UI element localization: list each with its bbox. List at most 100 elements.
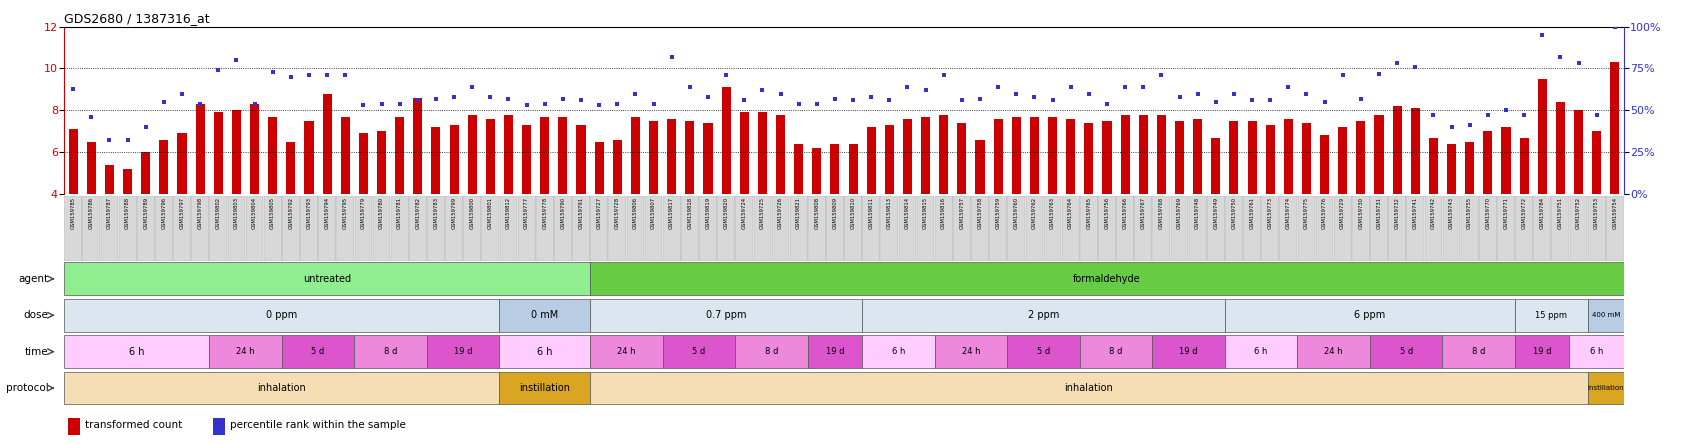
Bar: [68, 417, 79, 435]
Bar: [613, 139, 621, 194]
Bar: [155, 196, 172, 261]
Bar: [142, 152, 150, 194]
Bar: [427, 335, 500, 368]
Bar: [736, 335, 809, 368]
Bar: [881, 196, 898, 261]
Text: GSM159773: GSM159773: [1268, 197, 1273, 229]
Text: GSM159783: GSM159783: [434, 197, 439, 229]
Bar: [863, 335, 935, 368]
Text: GSM159775: GSM159775: [1303, 197, 1308, 229]
Text: GSM159812: GSM159812: [506, 197, 511, 229]
Text: 8 d: 8 d: [1109, 347, 1123, 356]
Point: [1256, 97, 1283, 104]
Bar: [631, 117, 640, 194]
Bar: [903, 119, 912, 194]
Bar: [360, 133, 368, 194]
Point: [785, 100, 812, 107]
Bar: [863, 196, 879, 261]
Point: [1293, 90, 1320, 97]
Bar: [268, 117, 277, 194]
Bar: [812, 148, 822, 194]
Bar: [300, 196, 317, 261]
Text: GSM159815: GSM159815: [923, 197, 928, 229]
Text: GSM159770: GSM159770: [1485, 197, 1491, 229]
Bar: [263, 196, 282, 261]
Bar: [917, 196, 935, 261]
Bar: [481, 196, 500, 261]
Bar: [1080, 196, 1097, 261]
Bar: [159, 139, 169, 194]
Bar: [1516, 196, 1533, 261]
Bar: [1538, 79, 1546, 194]
Bar: [954, 196, 971, 261]
Text: GSM159790: GSM159790: [560, 197, 565, 229]
Bar: [957, 123, 967, 194]
Bar: [739, 112, 749, 194]
Bar: [395, 117, 403, 194]
Point: [912, 87, 939, 94]
Bar: [376, 131, 387, 194]
Point: [1075, 90, 1102, 97]
Point: [1112, 83, 1139, 91]
Text: GSM159791: GSM159791: [579, 197, 584, 229]
Bar: [1080, 335, 1153, 368]
Text: 0.7 ppm: 0.7 ppm: [706, 310, 746, 320]
Bar: [500, 196, 517, 261]
Bar: [1188, 196, 1207, 261]
Bar: [663, 196, 680, 261]
Text: GSM159724: GSM159724: [741, 197, 746, 229]
Text: inhalation: inhalation: [257, 383, 306, 393]
Bar: [282, 196, 300, 261]
Bar: [1443, 196, 1460, 261]
Point: [241, 100, 268, 107]
Bar: [1352, 196, 1369, 261]
Point: [405, 97, 432, 104]
Point: [967, 95, 994, 102]
Point: [876, 97, 903, 104]
Point: [1474, 112, 1501, 119]
Point: [1384, 60, 1411, 67]
Text: GSM159787: GSM159787: [106, 197, 111, 229]
Bar: [554, 196, 572, 261]
Text: 5 d: 5 d: [1036, 347, 1050, 356]
Text: instillation: instillation: [1587, 385, 1624, 391]
Text: GSM159730: GSM159730: [1359, 197, 1364, 229]
Text: 0 ppm: 0 ppm: [267, 310, 297, 320]
Text: 5 d: 5 d: [692, 347, 706, 356]
Bar: [69, 129, 78, 194]
Point: [115, 137, 142, 144]
Bar: [1171, 196, 1188, 261]
Bar: [976, 139, 984, 194]
Bar: [866, 127, 876, 194]
Point: [1220, 90, 1247, 97]
Bar: [1588, 372, 1624, 404]
Text: GSM159729: GSM159729: [1340, 197, 1345, 229]
Bar: [1516, 335, 1570, 368]
Bar: [392, 196, 408, 261]
Bar: [1280, 196, 1296, 261]
Point: [1185, 90, 1212, 97]
Point: [387, 100, 414, 107]
Point: [621, 90, 648, 97]
Bar: [849, 144, 858, 194]
Bar: [214, 112, 223, 194]
Bar: [1242, 196, 1261, 261]
Bar: [591, 335, 663, 368]
Bar: [1388, 196, 1406, 261]
Bar: [336, 196, 354, 261]
Bar: [354, 335, 427, 368]
Text: 19 d: 19 d: [454, 347, 473, 356]
Text: GSM159806: GSM159806: [633, 197, 638, 229]
Bar: [626, 196, 645, 261]
Bar: [83, 196, 100, 261]
Point: [712, 71, 739, 79]
Point: [766, 90, 793, 97]
Text: GSM159786: GSM159786: [89, 197, 95, 229]
Point: [694, 93, 721, 100]
Text: 6 ppm: 6 ppm: [1354, 310, 1386, 320]
Bar: [64, 262, 591, 295]
Text: GSM159802: GSM159802: [216, 197, 221, 229]
Point: [604, 100, 631, 107]
Text: GSM159816: GSM159816: [942, 197, 947, 229]
Text: 5 d: 5 d: [311, 347, 324, 356]
